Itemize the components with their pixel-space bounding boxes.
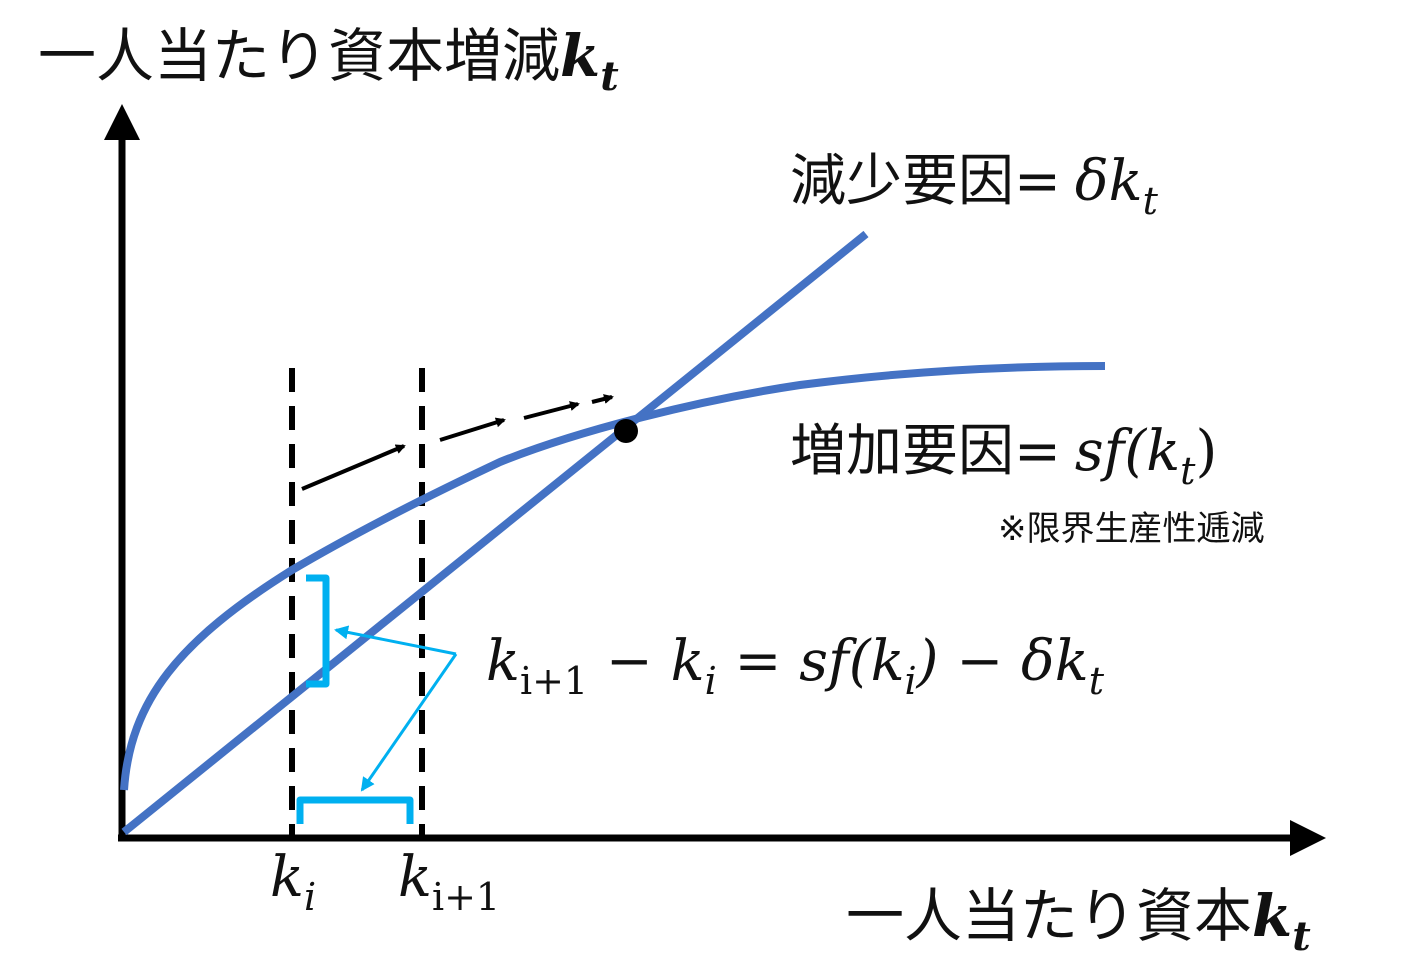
y-axis-arrowhead (104, 104, 140, 140)
tick-label-ki: ki (270, 845, 316, 919)
convergence-arrow-2 (439, 417, 506, 442)
increase-factor-label: 増加要因= sf(kt) (790, 419, 1217, 493)
decrease-factor-label: 減少要因= δkt (790, 149, 1159, 223)
axes (104, 104, 1326, 856)
convergence-arrow-1 (301, 444, 406, 491)
pointer-arrow-horizontal (360, 653, 458, 792)
capital-change-equation: ki+1 − ki = sf(ki) − δkt (486, 629, 1105, 703)
convergence-arrows (301, 394, 614, 491)
convergence-arrow-3 (523, 401, 580, 420)
x-axis-label: 一人当たり資本kt (846, 882, 1311, 960)
tick-label-ki1: ki+1 (398, 845, 500, 919)
depreciation-line (121, 230, 869, 836)
steady-state-point (614, 419, 638, 443)
convergence-arrow-4 (591, 394, 614, 404)
production-curve (120, 362, 1106, 791)
x-axis-arrowhead (1290, 820, 1326, 856)
diminishing-returns-note: ※限界生産性逓減 (998, 509, 1265, 549)
vertical-bracket (306, 574, 330, 688)
pointer-arrow-vertical (334, 625, 457, 656)
horizontal-bracket (296, 796, 414, 824)
y-axis-label: 一人当たり資本増減kt (38, 22, 619, 100)
